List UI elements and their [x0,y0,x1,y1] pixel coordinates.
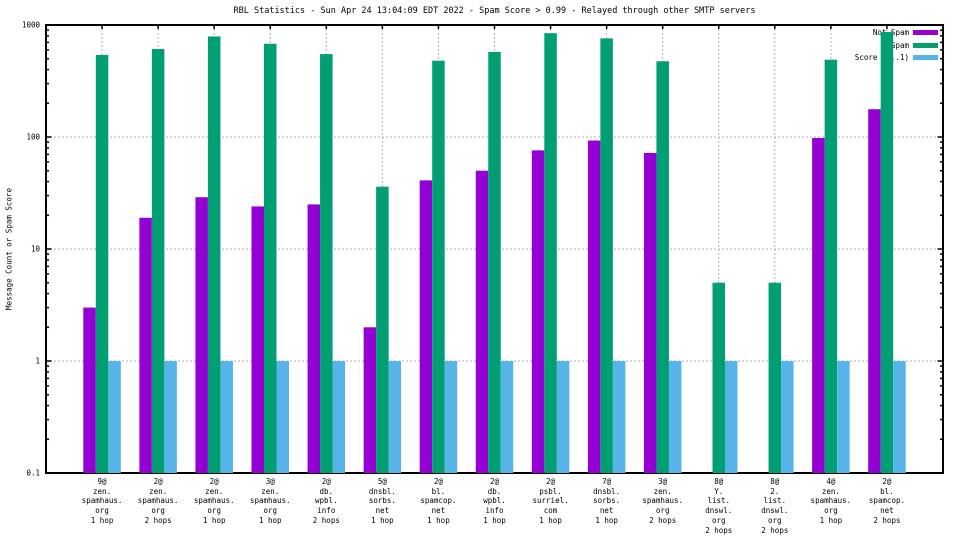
bar-spam-2 [151,49,165,473]
bar-score-0-1-8 [500,361,514,473]
x-category-label-12: 8@ Y. list. dnswl. org 2 hops [705,477,733,535]
chart-title: RBL Statistics - Sun Apr 24 13:04:09 EDT… [233,6,756,16]
x-category-label-2: 2@ zen. spamhaus. org 2 hops [137,477,179,525]
y-tick-label: 0.1 [26,468,40,478]
legend-row-spam: Spam [855,39,938,52]
bar-score-0-1-4 [276,361,289,473]
bar-spam-3 [207,36,221,474]
bar-spam-4 [264,43,277,473]
legend-label-spam: Spam [890,40,909,50]
bar-score-0-1-9 [556,361,570,473]
bar-score-0-1-15 [893,361,906,473]
legend-swatch-score [913,55,938,61]
y-tick-label: 1000 [21,20,40,30]
bar-not-spam-15 [868,109,881,474]
y-tick-label: 10 [30,244,40,254]
x-category-label-9: 2@ psbl. surriel. com 1 hop [532,477,569,525]
bar-score-0-1-12 [725,361,738,473]
x-category-label-15: 2@ bl. spamcop. net 2 hops [868,477,905,525]
bar-spam-7 [432,60,445,473]
bar-not-spam-8 [475,170,489,473]
x-category-label-7: 2@ bl. spamcop. net 1 hop [420,477,457,525]
bar-spam-15 [880,32,894,473]
bar-spam-12 [712,282,725,473]
bar-not-spam-11 [643,152,657,473]
x-category-label-10: 7@ dnsbl. sorbs. net 1 hop [593,477,621,525]
bar-score-0-1-6 [388,361,402,473]
x-category-label-4: 3@ zen. spamhaus. org 1 hop [249,477,291,525]
bar-spam-1 [95,54,109,474]
bar-score-0-1-5 [332,361,346,473]
bar-not-spam-4 [251,206,264,474]
bar-spam-13 [768,282,782,473]
x-category-label-5: 2@ db. wpbl. info 2 hops [312,477,340,525]
bar-spam-9 [544,33,557,473]
bar-score-0-1-3 [220,361,233,473]
x-category-label-13: 8@ 2. list. dnswl. org 2 hops [761,477,789,535]
legend-swatch-spam [913,42,938,48]
x-category-label-14: 4@ zen. spamhaus. org 1 hop [810,477,852,525]
bar-score-0-1-10 [612,361,626,473]
bar-spam-14 [824,59,838,474]
bar-not-spam-9 [531,150,545,473]
bar-score-0-1-1 [108,361,121,473]
bar-not-spam-2 [139,217,152,473]
bar-spam-11 [656,61,669,473]
bar-not-spam-7 [419,180,433,473]
x-category-label-6: 5@ dnsbl. sorbs. net 1 hop [368,477,396,525]
bar-not-spam-14 [812,137,825,474]
bar-score-0-1-7 [444,361,458,473]
x-category-label-8: 2@ db. wpbl. info 1 hop [483,477,506,525]
bar-score-0-1-14 [837,361,850,473]
bar-spam-5 [320,54,333,474]
bar-not-spam-10 [587,140,601,473]
x-category-label-1: 9@ zen. spamhaus. org 1 hop [81,477,123,525]
bar-score-0-1-13 [781,361,794,473]
bar-not-spam-1 [83,307,96,473]
bar-not-spam-5 [307,204,321,473]
y-tick-label: 1 [35,356,40,366]
legend-swatch-notspam [913,29,938,35]
y-tick-label: 100 [26,132,40,142]
x-category-label-3: 2@ zen. spamhaus. org 1 hop [193,477,235,525]
bar-spam-8 [488,51,501,473]
bar-score-0-1-2 [164,361,177,473]
bar-not-spam-3 [195,197,208,473]
bar-spam-10 [600,38,613,473]
x-category-label-11: 3@ zen. spamhaus. org 2 hops [642,477,684,525]
bar-score-0-1-11 [668,361,682,473]
bar-spam-6 [376,186,389,473]
bar-not-spam-6 [363,327,377,473]
